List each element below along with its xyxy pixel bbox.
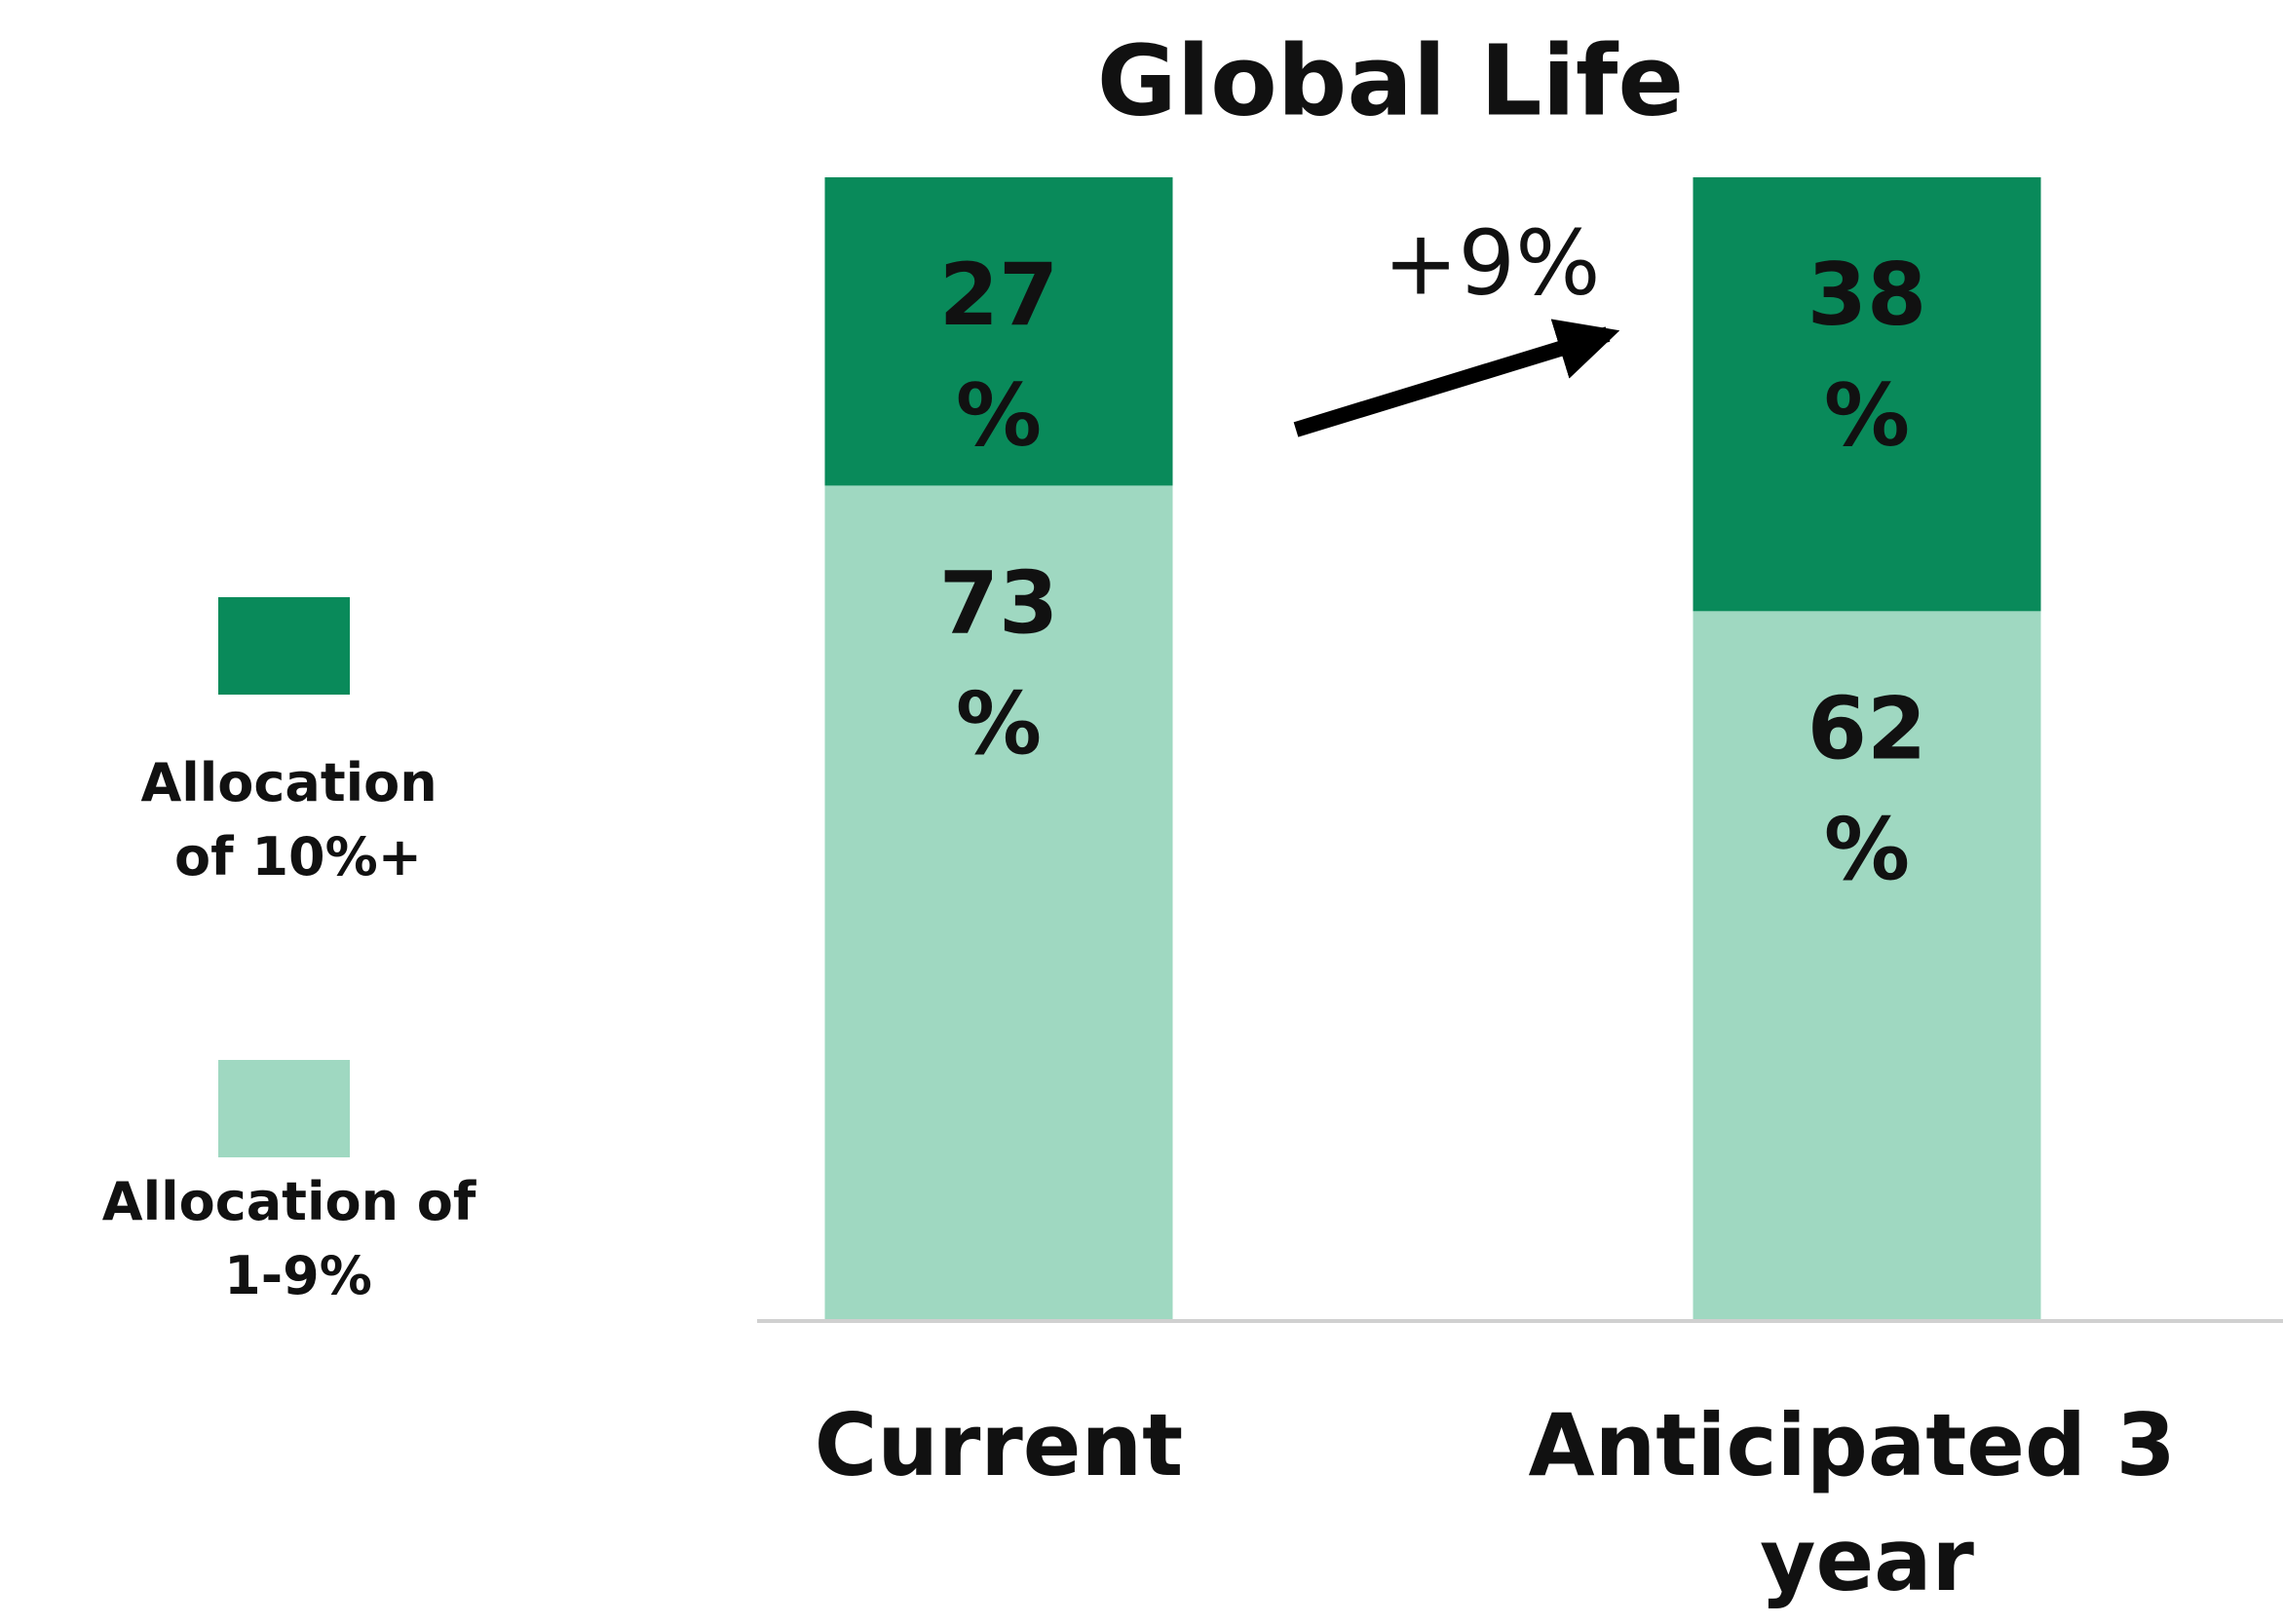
- annotation: +9%: [1383, 210, 1600, 315]
- arrow: [1293, 319, 1620, 437]
- x-tick-label: Current: [815, 1395, 1183, 1495]
- chart-title: Global Life: [1097, 23, 1685, 137]
- legend-label: Allocation of 10%+: [140, 752, 455, 888]
- bar-segment: [1693, 177, 2041, 612]
- bar-segment: [824, 485, 1173, 1319]
- bar-segment: [824, 177, 1173, 486]
- bar-segment: [1693, 611, 2041, 1319]
- legend-label: Allocation of 1-9%: [102, 1171, 494, 1306]
- data-label: 62%: [1807, 678, 1926, 899]
- data-label: 27%: [939, 245, 1058, 466]
- legend-swatch: [218, 1060, 350, 1157]
- legend-swatch: [218, 597, 350, 695]
- data-label: 38%: [1807, 245, 1926, 466]
- data-label: 73%: [939, 552, 1058, 774]
- x-tick-label: Anticipated 3 year: [1529, 1395, 2206, 1610]
